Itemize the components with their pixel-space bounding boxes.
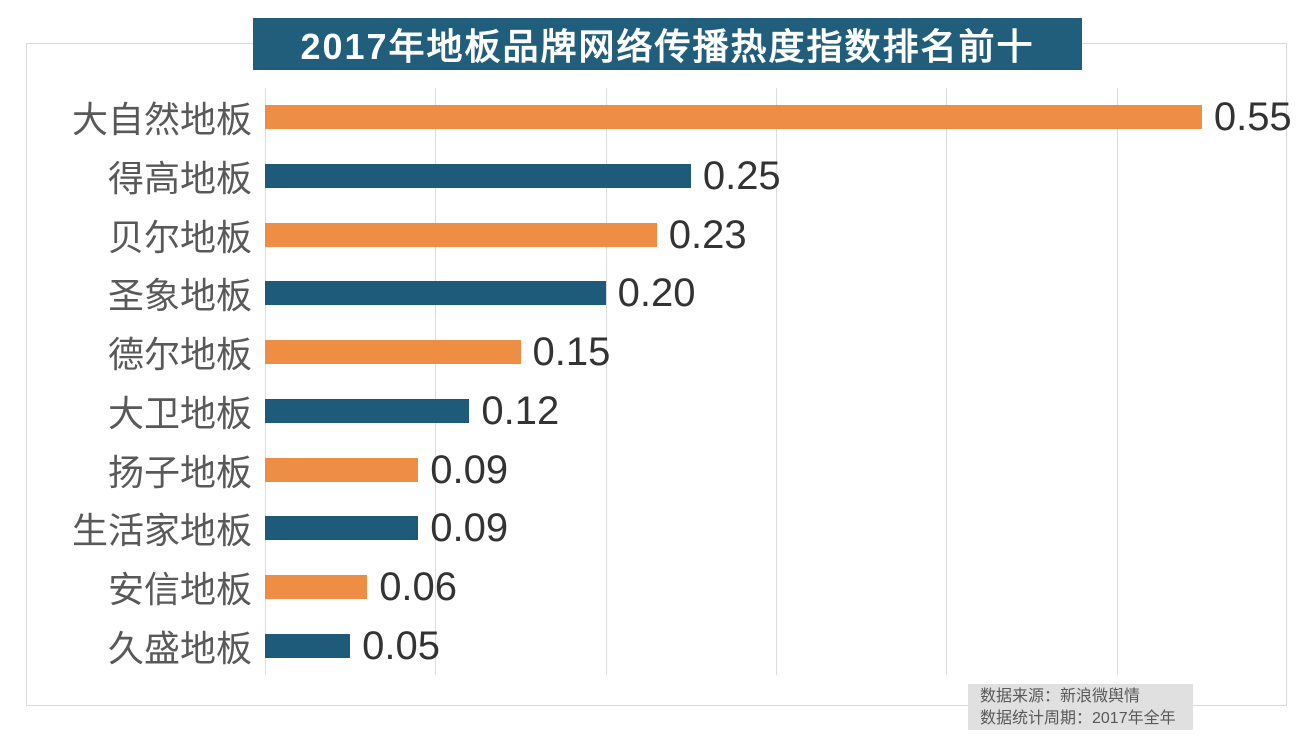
category-label: 贝尔地板	[107, 216, 252, 258]
bar-row: 0.12	[265, 382, 1287, 441]
category-label: 大卫地板	[107, 392, 252, 434]
bar	[265, 222, 657, 247]
bar	[265, 457, 419, 482]
gridline	[776, 88, 777, 675]
bar-value-label: 0.09	[430, 506, 509, 551]
category-label: 得高地板	[107, 158, 252, 200]
bar	[265, 105, 1202, 130]
bar	[265, 340, 521, 365]
bar	[265, 164, 691, 189]
category-label: 生活家地板	[71, 510, 252, 552]
category-label: 久盛地板	[107, 627, 252, 669]
bar	[265, 398, 470, 423]
chart-title: 2017年地板品牌网络传播热度指数排名前十	[253, 18, 1082, 70]
gridline	[265, 88, 266, 675]
category-label: 扬子地板	[107, 451, 252, 493]
bar-value-label: 0.25	[702, 154, 781, 199]
source-note: 数据来源：新浪微舆情 数据统计周期：2017年全年	[968, 684, 1193, 730]
plot-area: 0.55 0.25 0.23 0.20 0.15 0.12 0.09 0.09 0.06 0.05	[265, 88, 1292, 675]
bar-row: 0.05	[265, 616, 1287, 675]
bar	[265, 574, 368, 599]
bar-value-label: 0.09	[430, 447, 509, 492]
bar-row: 0.23	[265, 205, 1287, 264]
bar	[265, 633, 351, 658]
bar-value-label: 0.55	[1213, 95, 1292, 140]
gridline	[946, 88, 948, 675]
category-label: 圣象地板	[107, 275, 252, 317]
bar-series: 0.55 0.25 0.23 0.20 0.15 0.12 0.09 0.09 0.06 0.05	[265, 88, 1292, 675]
source-note-line2: 数据统计周期：2017年全年	[980, 710, 1176, 727]
category-label: 德尔地板	[107, 334, 252, 376]
bar-row: 0.55	[265, 88, 1292, 147]
gridline	[1116, 88, 1118, 675]
bar-value-label: 0.20	[617, 271, 696, 316]
bar-row: 0.09	[265, 440, 1287, 499]
category-label: 大自然地板	[71, 99, 252, 141]
bar-row: 0.09	[265, 499, 1287, 558]
bar	[265, 516, 419, 541]
bar-value-label: 0.05	[362, 623, 441, 668]
chart-area-border	[26, 43, 1287, 706]
source-note-line1: 数据来源：新浪微舆情	[980, 688, 1141, 705]
bar-value-label: 0.23	[668, 212, 747, 257]
bar-row: 0.25	[265, 147, 1287, 206]
gridline	[435, 88, 437, 675]
bar-value-label: 0.12	[481, 388, 560, 433]
bar-row: 0.15	[265, 323, 1287, 382]
bar-value-label: 0.06	[379, 564, 458, 609]
category-label: 安信地板	[107, 568, 252, 610]
bar-row: 0.20	[265, 264, 1287, 323]
bar	[265, 281, 606, 306]
category-axis: 大自然地板得高地板贝尔地板圣象地板德尔地板大卫地板扬子地板生活家地板安信地板久盛…	[26, 88, 252, 675]
bar-value-label: 0.15	[532, 330, 611, 375]
bar-row: 0.06	[265, 558, 1287, 617]
gridline	[605, 88, 607, 675]
